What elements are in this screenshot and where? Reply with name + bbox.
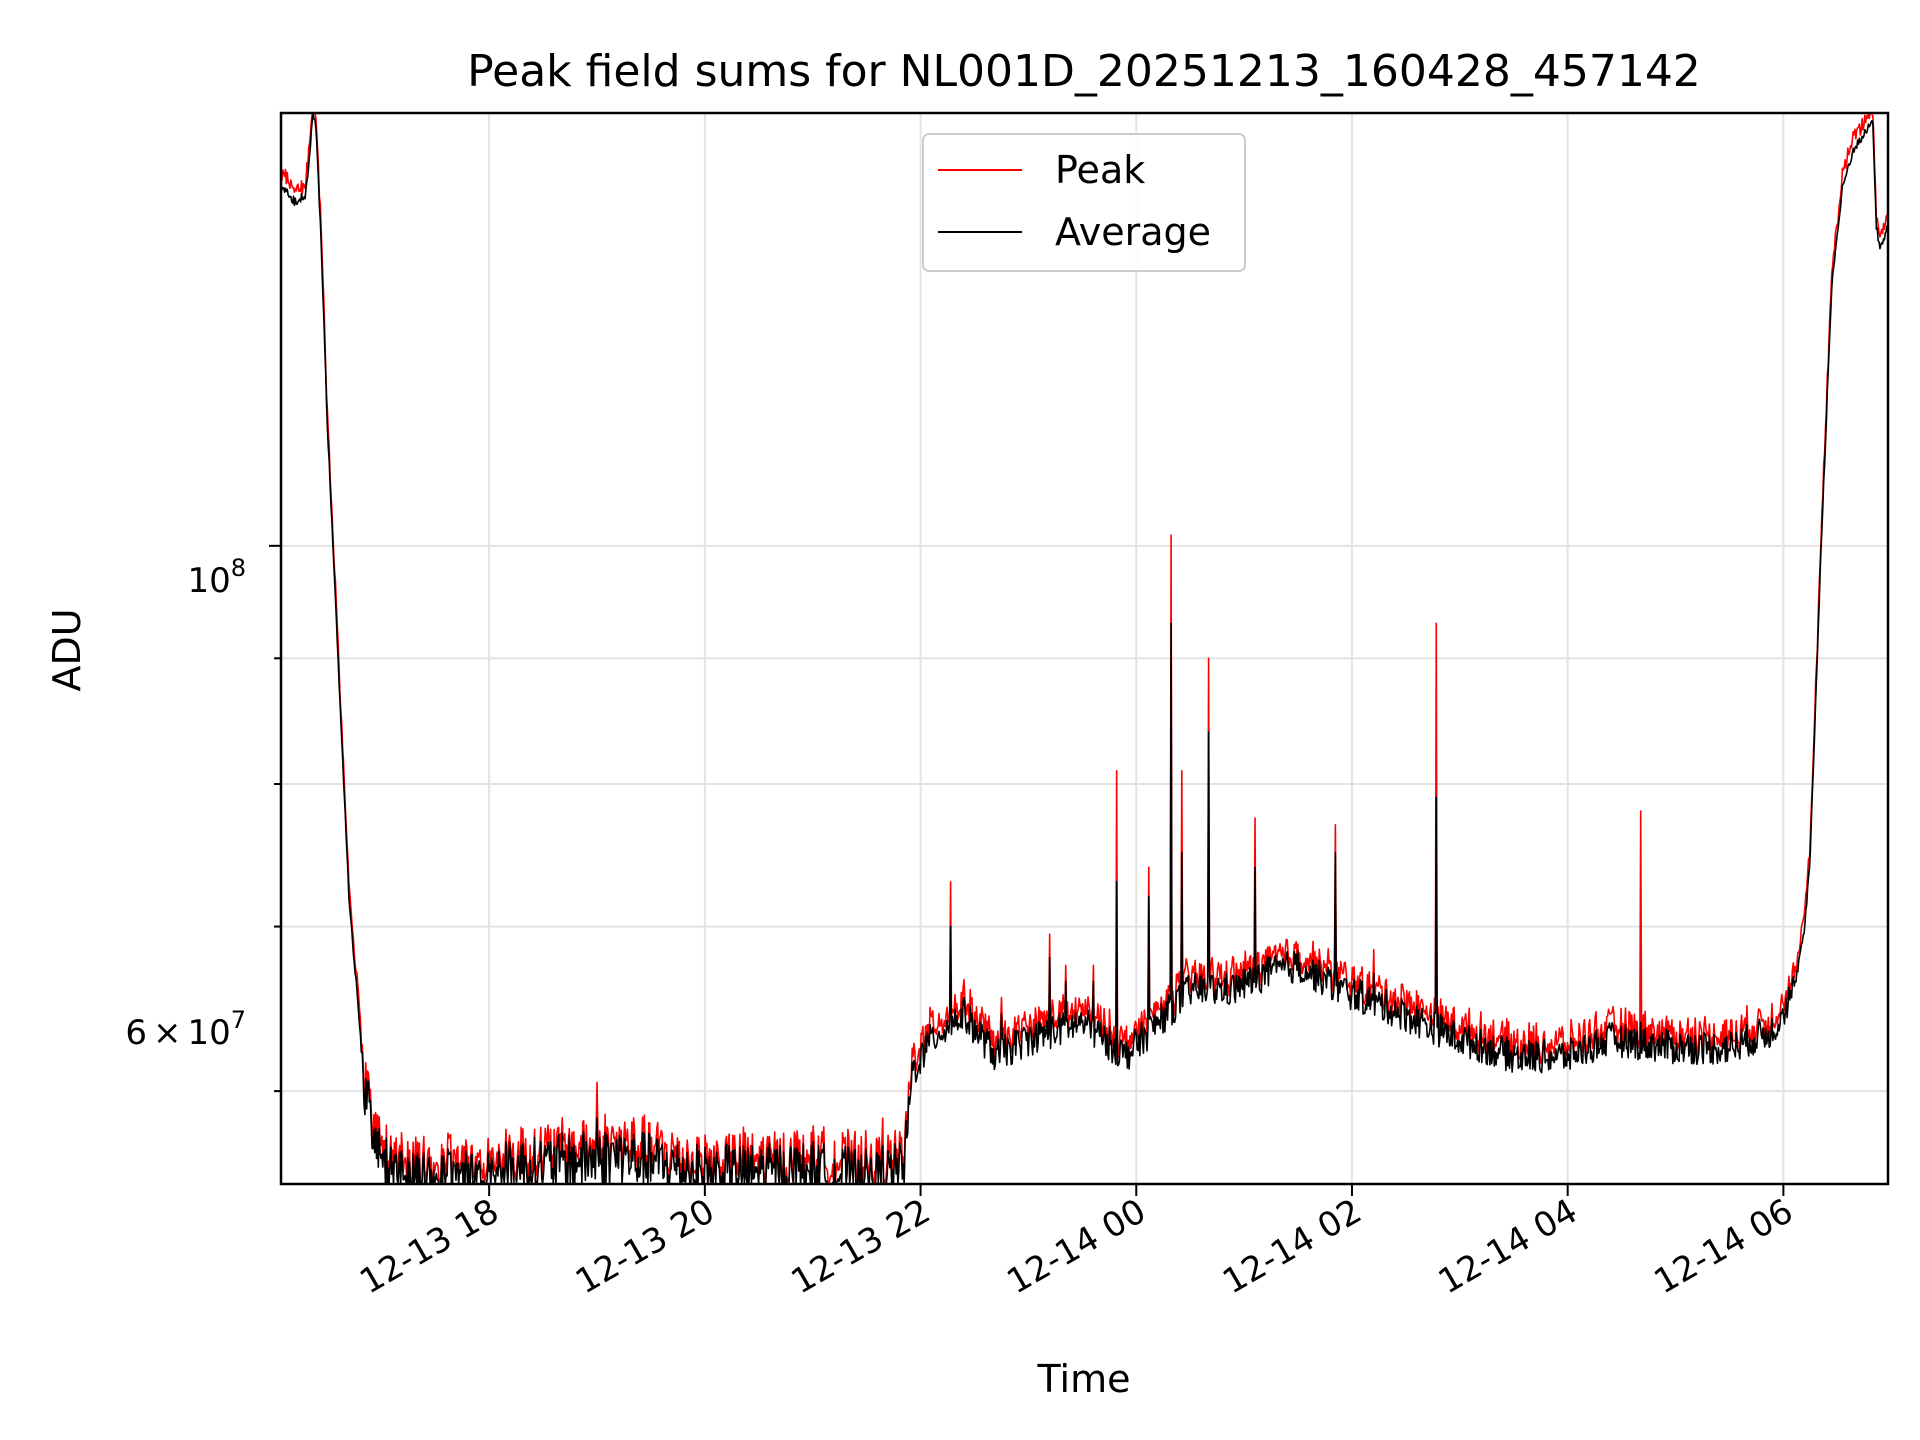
x-tick-label: 12-13 18 (353, 1191, 505, 1302)
x-tick-label: 12-14 02 (1216, 1191, 1368, 1302)
x-axis-ticks: 12-13 18 12-13 20 12-13 22 12-14 00 12-14 02… (353, 1184, 1800, 1302)
legend-label-average: Average (1055, 210, 1211, 254)
series-layer (280, 112, 1889, 1185)
legend-box (922, 133, 1246, 272)
y-axis-label: ADU (45, 608, 89, 691)
y-axis-ticks (269, 544, 281, 1093)
x-tick-label: 12-14 00 (1000, 1191, 1152, 1302)
legend-label-peak: Peak (1055, 148, 1145, 192)
y-tick-label-6e7: 6 × 107 (125, 1006, 246, 1053)
plot-frame (279, 111, 1890, 1186)
x-tick-label: 12-13 22 (785, 1191, 937, 1302)
x-axis-label: Time (1037, 1357, 1131, 1401)
chart-title: Peak field sums for NL001D_20251213_1604… (467, 46, 1701, 97)
series-line-average (280, 113, 1889, 1185)
legend: Peak Average (922, 133, 1246, 272)
y-tick-label-1e8: 108 (187, 554, 246, 601)
grid-lines (281, 113, 1888, 1184)
x-tick-label: 12-13 20 (569, 1191, 721, 1302)
x-tick-label: 12-14 06 (1647, 1191, 1799, 1302)
x-tick-label: 12-14 04 (1432, 1191, 1584, 1302)
